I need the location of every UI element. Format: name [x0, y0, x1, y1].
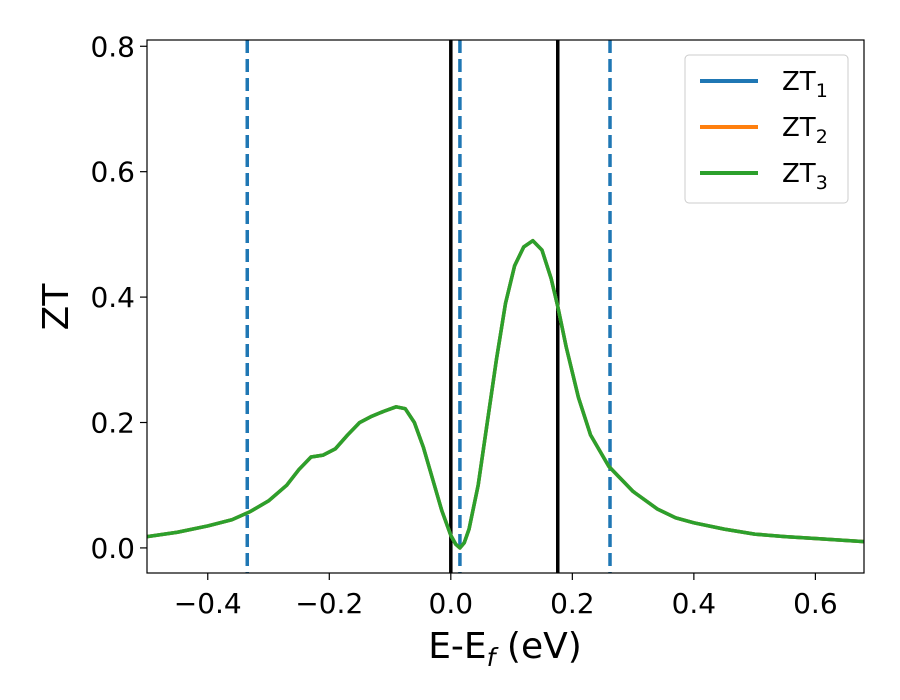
- legend-entry-zt2: ZT2: [700, 113, 828, 148]
- series-line-zt3: [147, 238, 864, 550]
- y-axis-title: ZT: [36, 283, 77, 331]
- y-tick-label: 0.2: [90, 407, 135, 440]
- legend-frame: [684, 54, 849, 204]
- plot-frame: [146, 39, 865, 574]
- legend-label-zt2: ZT2: [782, 113, 828, 148]
- x-tick-label: 0.2: [550, 587, 595, 620]
- legend-entry-zt1: ZT1: [700, 67, 828, 102]
- legend-label-zt3: ZT3: [782, 159, 828, 194]
- series-line-zt1: [147, 238, 864, 550]
- x-tick-label: 0.4: [672, 587, 717, 620]
- legend-entry-zt3: ZT3: [700, 159, 828, 194]
- x-tick-label: 0.6: [793, 587, 838, 620]
- x-tick-label: −0.4: [174, 587, 242, 620]
- x-axis-title-main: E-E: [428, 626, 486, 667]
- vertical-reference-lines: [245, 40, 612, 573]
- x-tick-label: 0.0: [429, 587, 474, 620]
- y-tick-label: 0.8: [90, 30, 135, 63]
- legend-label-zt1: ZT1: [782, 67, 828, 102]
- y-tick-label: 0.4: [90, 281, 135, 314]
- y-axis-ticks: 0.0 0.2 0.4 0.6 0.8: [90, 30, 147, 565]
- y-tick-label: 0.0: [90, 532, 135, 565]
- legend: ZT1 ZT2 ZT3: [684, 54, 849, 204]
- series-layer: [147, 238, 864, 550]
- x-axis-title-unit: (eV): [495, 626, 581, 667]
- x-axis-ticks: −0.4 −0.2 0.0 0.2 0.4 0.6: [174, 573, 838, 620]
- y-tick-label: 0.6: [90, 156, 135, 189]
- series-line-zt2: [147, 238, 864, 550]
- x-tick-label: −0.2: [295, 587, 363, 620]
- x-axis-title: E-Ef (eV): [428, 626, 582, 672]
